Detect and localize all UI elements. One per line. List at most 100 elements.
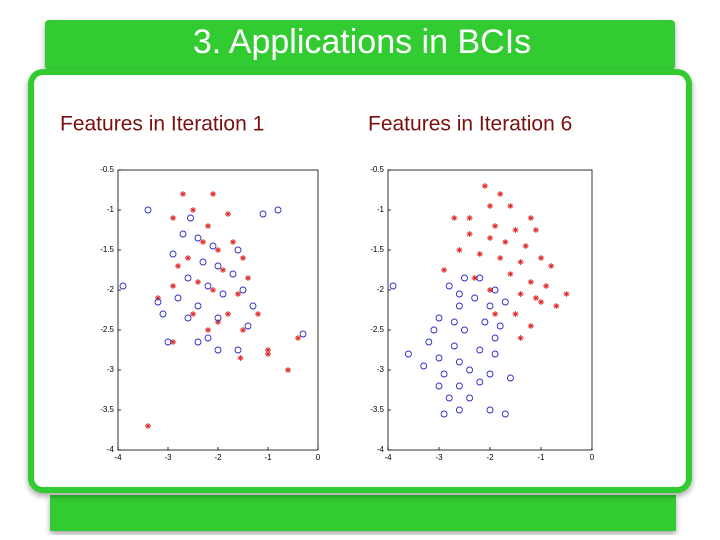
point	[441, 267, 448, 273]
point	[476, 274, 484, 282]
y-tick-label: -3.5	[100, 405, 114, 414]
point	[455, 406, 463, 414]
point	[502, 239, 509, 245]
point	[527, 279, 534, 285]
point	[225, 311, 231, 317]
point	[230, 239, 236, 245]
point	[440, 370, 448, 378]
y-tick-label: -4	[107, 445, 115, 454]
point	[174, 294, 182, 302]
point	[210, 287, 216, 293]
point	[543, 283, 550, 289]
point	[214, 314, 222, 322]
point	[237, 355, 244, 361]
point	[190, 311, 196, 317]
point	[451, 215, 458, 221]
point	[455, 358, 463, 366]
y-tick-label: -3.5	[370, 405, 384, 414]
point	[553, 303, 560, 309]
footer-bar	[50, 495, 676, 531]
slide-title: 3. Applications in BCIs	[193, 23, 531, 61]
point	[234, 246, 242, 254]
x-tick-label: -2	[486, 453, 494, 462]
point	[159, 310, 167, 318]
point	[532, 227, 539, 233]
point	[219, 290, 227, 298]
x-tick-label: -2	[214, 453, 222, 462]
point	[195, 279, 201, 285]
y-tick-label: -2.5	[100, 325, 114, 334]
x-tick-label: 0	[590, 453, 595, 462]
point	[517, 291, 524, 297]
point	[170, 283, 176, 289]
point	[200, 239, 206, 245]
point	[169, 250, 177, 258]
point	[185, 255, 191, 261]
point	[265, 347, 271, 353]
point	[497, 191, 504, 197]
point	[194, 302, 202, 310]
point	[215, 247, 221, 253]
point	[445, 282, 453, 290]
y-tick-label: -3	[107, 365, 115, 374]
x-tick-label: -1	[264, 453, 272, 462]
point	[249, 302, 257, 310]
point	[265, 351, 271, 357]
point	[455, 290, 463, 298]
point	[486, 370, 494, 378]
point	[491, 350, 499, 358]
point	[215, 319, 221, 325]
y-tick-label: -1.5	[370, 245, 384, 254]
point	[205, 223, 211, 229]
point	[214, 346, 222, 354]
point	[527, 215, 534, 221]
x-tick-label: -3	[164, 453, 172, 462]
point	[299, 330, 307, 338]
point	[491, 334, 499, 342]
point	[274, 206, 282, 214]
point	[154, 298, 162, 306]
point	[225, 211, 231, 217]
point	[527, 323, 534, 329]
point	[245, 275, 251, 281]
point	[461, 326, 468, 334]
point	[476, 378, 484, 386]
x-tick-label: 0	[316, 453, 321, 462]
point	[214, 262, 222, 270]
point	[430, 326, 438, 334]
point	[404, 350, 412, 358]
point	[435, 354, 443, 362]
point	[481, 183, 488, 189]
point	[538, 255, 544, 261]
point	[471, 275, 478, 281]
point	[235, 291, 241, 297]
point	[476, 251, 483, 257]
x-tick-label: -3	[435, 453, 443, 462]
point	[450, 318, 458, 326]
point	[210, 191, 216, 197]
point	[187, 214, 194, 222]
point	[481, 318, 489, 326]
point	[507, 203, 514, 209]
point	[491, 286, 499, 294]
point	[492, 311, 499, 317]
point	[194, 234, 202, 242]
point	[455, 302, 463, 310]
x-tick-label: -4	[384, 453, 392, 462]
point	[466, 215, 473, 221]
point	[487, 203, 493, 209]
title-bar	[45, 20, 675, 70]
point	[532, 295, 539, 301]
point	[220, 267, 226, 273]
y-tick-label: -1	[377, 205, 385, 214]
point	[240, 327, 246, 333]
point	[506, 374, 514, 382]
point	[445, 394, 453, 402]
point	[155, 295, 161, 301]
point	[209, 242, 217, 250]
point	[486, 406, 494, 414]
point	[205, 327, 211, 333]
point	[295, 335, 301, 341]
point	[497, 255, 504, 261]
